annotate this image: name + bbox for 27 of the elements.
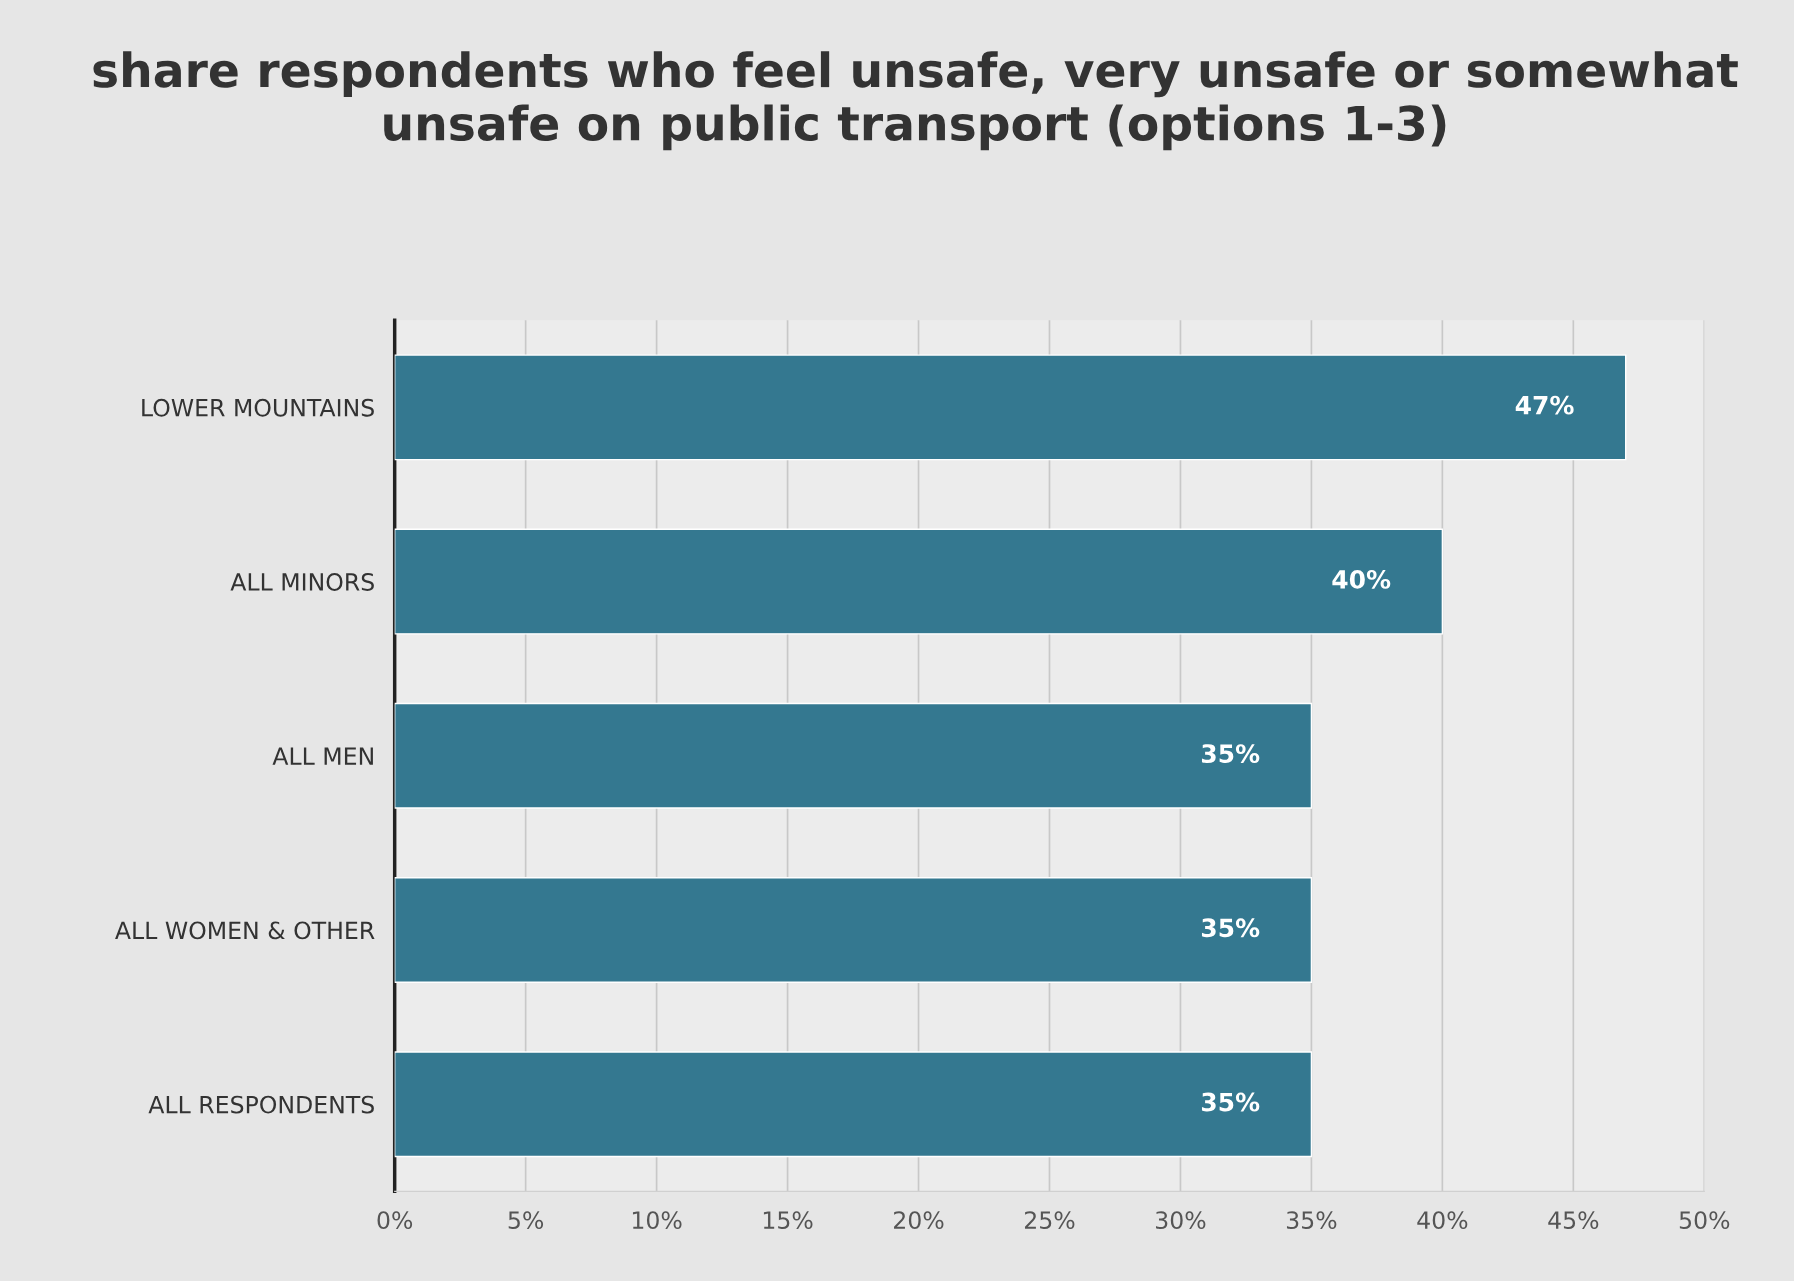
bar (394, 702, 1313, 809)
x-tick-label: 0% (377, 1211, 413, 1230)
x-tick-label: 25% (1024, 1211, 1075, 1230)
x-tick-label: 45% (1548, 1211, 1599, 1230)
x-tick-label: 40% (1417, 1211, 1468, 1230)
data-label: 35% (1201, 918, 1260, 938)
x-tick-label: 15% (763, 1211, 813, 1230)
x-tick-label: 5% (508, 1211, 544, 1230)
bar (394, 354, 1627, 461)
y-tick-label: ALL MINORS (230, 573, 374, 591)
x-tick-label: 30% (1156, 1211, 1206, 1230)
bar (394, 877, 1313, 983)
x-tick-label: 50% (1679, 1211, 1730, 1230)
bar (394, 528, 1444, 635)
y-tick-label: ALL WOMEN & OTHER (115, 921, 375, 940)
data-label: 35% (1201, 1092, 1260, 1112)
data-label: 47% (1515, 395, 1574, 415)
x-tick-label: 10% (632, 1211, 682, 1230)
x-tick-label: 20% (894, 1211, 944, 1230)
data-label: 35% (1201, 744, 1260, 764)
bar (394, 1051, 1313, 1158)
data-label: 40% (1332, 569, 1391, 589)
y-tick-label: LOWER MOUNTAINS (142, 398, 374, 417)
chart-title: share respondents who feel unsafe, very unsafe or somewhat unsafe on public transport (options 1-3) (93, 51, 1738, 151)
x-tick-label: 35% (1286, 1211, 1337, 1230)
y-tick-label: ALL MEN (272, 747, 373, 765)
y-tick-label: ALL RESPONDENTS (148, 1095, 374, 1114)
